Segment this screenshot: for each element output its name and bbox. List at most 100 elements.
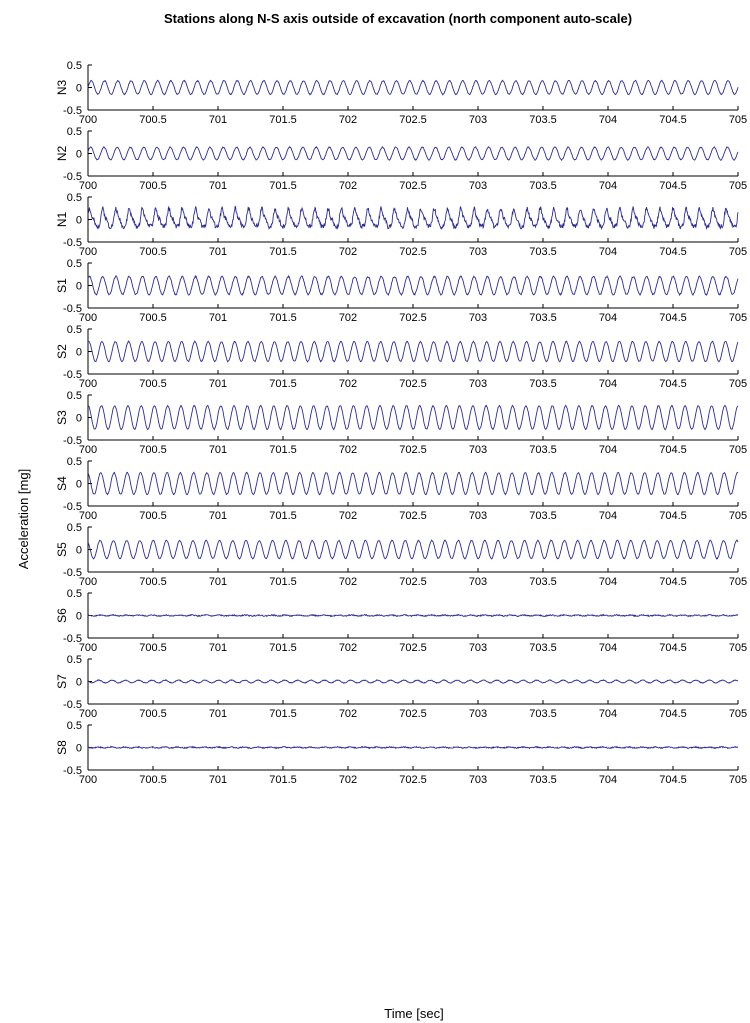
- y-tick-label: -0.5: [63, 435, 82, 447]
- x-tick-label: 702: [339, 642, 357, 654]
- x-tick-label: 704: [599, 774, 617, 786]
- station-label: S6: [55, 608, 69, 623]
- x-tick-label: 701: [209, 708, 227, 720]
- x-tick-label: 704: [599, 114, 617, 126]
- series-line: [87, 613, 739, 618]
- x-tick-label: 705: [729, 378, 747, 390]
- x-tick-label: 704.5: [659, 774, 687, 786]
- station-label: S7: [55, 674, 69, 689]
- x-tick-label: 704: [599, 444, 617, 456]
- x-tick-label: 702: [339, 378, 357, 390]
- y-tick-label: 0.5: [67, 126, 82, 138]
- y-tick-label: 0.5: [67, 720, 82, 732]
- x-tick-label: 701: [209, 180, 227, 192]
- x-tick-label: 702.5: [399, 510, 427, 522]
- y-tick-label: 0: [76, 215, 82, 227]
- y-tick-label: 0.5: [67, 522, 82, 534]
- y-tick-label: 0.5: [67, 324, 82, 336]
- x-tick-label: 701.5: [269, 576, 297, 588]
- chart-title: Stations along N-S axis outside of excav…: [164, 11, 632, 26]
- series-line: [87, 679, 739, 684]
- x-tick-label: 701: [209, 510, 227, 522]
- x-tick-label: 703.5: [529, 774, 557, 786]
- y-tick-label: -0.5: [63, 501, 82, 513]
- x-tick-label: 704.5: [659, 444, 687, 456]
- x-tick-label: 703: [469, 312, 487, 324]
- x-tick-label: 700: [79, 114, 97, 126]
- x-tick-label: 702.5: [399, 246, 427, 258]
- x-tick-label: 703: [469, 708, 487, 720]
- x-tick-label: 700.5: [139, 642, 167, 654]
- y-tick-label: 0: [76, 611, 82, 623]
- x-tick-label: 701.5: [269, 774, 297, 786]
- x-tick-label: 705: [729, 576, 747, 588]
- x-tick-label: 704.5: [659, 312, 687, 324]
- x-tick-label: 705: [729, 180, 747, 192]
- y-tick-label: 0: [76, 677, 82, 689]
- x-tick-label: 704: [599, 180, 617, 192]
- x-tick-label: 701.5: [269, 510, 297, 522]
- y-tick-label: 0.5: [67, 654, 82, 666]
- x-tick-label: 705: [729, 114, 747, 126]
- x-tick-label: 705: [729, 774, 747, 786]
- station-label: N3: [55, 80, 69, 96]
- x-tick-label: 702.5: [399, 576, 427, 588]
- x-tick-label: 700: [79, 510, 97, 522]
- x-tick-label: 703.5: [529, 642, 557, 654]
- x-tick-label: 701.5: [269, 114, 297, 126]
- x-tick-label: 701: [209, 642, 227, 654]
- x-tick-label: 700.5: [139, 312, 167, 324]
- y-tick-label: 0: [76, 83, 82, 95]
- x-tick-label: 703: [469, 774, 487, 786]
- x-tick-label: 703: [469, 510, 487, 522]
- series-line: [87, 539, 739, 560]
- y-tick-label: 0: [76, 281, 82, 293]
- x-tick-label: 700.5: [139, 378, 167, 390]
- x-tick-label: 701.5: [269, 708, 297, 720]
- x-tick-label: 704.5: [659, 114, 687, 126]
- y-tick-label: 0: [76, 347, 82, 359]
- series-line: [87, 79, 739, 96]
- x-tick-label: 703.5: [529, 246, 557, 258]
- x-tick-label: 701.5: [269, 312, 297, 324]
- series-line: [87, 340, 739, 363]
- x-tick-label: 701: [209, 444, 227, 456]
- x-tick-label: 700: [79, 642, 97, 654]
- series-line: [87, 471, 739, 496]
- x-tick-label: 703: [469, 576, 487, 588]
- x-tick-label: 700: [79, 246, 97, 258]
- x-tick-label: 705: [729, 312, 747, 324]
- series-line: [87, 404, 739, 431]
- y-tick-label: -0.5: [63, 237, 82, 249]
- x-tick-label: 702.5: [399, 642, 427, 654]
- x-tick-label: 702.5: [399, 708, 427, 720]
- station-label: S5: [55, 542, 69, 557]
- x-tick-label: 704: [599, 510, 617, 522]
- x-tick-label: 701: [209, 774, 227, 786]
- x-tick-label: 702: [339, 444, 357, 456]
- x-tick-label: 701: [209, 312, 227, 324]
- x-tick-label: 702: [339, 510, 357, 522]
- y-tick-label: -0.5: [63, 171, 82, 183]
- x-tick-label: 703: [469, 246, 487, 258]
- x-tick-label: 703.5: [529, 444, 557, 456]
- x-tick-label: 705: [729, 510, 747, 522]
- x-tick-label: 702.5: [399, 774, 427, 786]
- y-tick-label: 0.5: [67, 588, 82, 600]
- x-tick-label: 700.5: [139, 510, 167, 522]
- x-tick-label: 703: [469, 378, 487, 390]
- x-tick-label: 700.5: [139, 576, 167, 588]
- x-tick-label: 704.5: [659, 378, 687, 390]
- x-tick-label: 703.5: [529, 114, 557, 126]
- x-tick-label: 702: [339, 312, 357, 324]
- y-tick-label: 0: [76, 743, 82, 755]
- x-tick-label: 701.5: [269, 378, 297, 390]
- x-tick-label: 703: [469, 642, 487, 654]
